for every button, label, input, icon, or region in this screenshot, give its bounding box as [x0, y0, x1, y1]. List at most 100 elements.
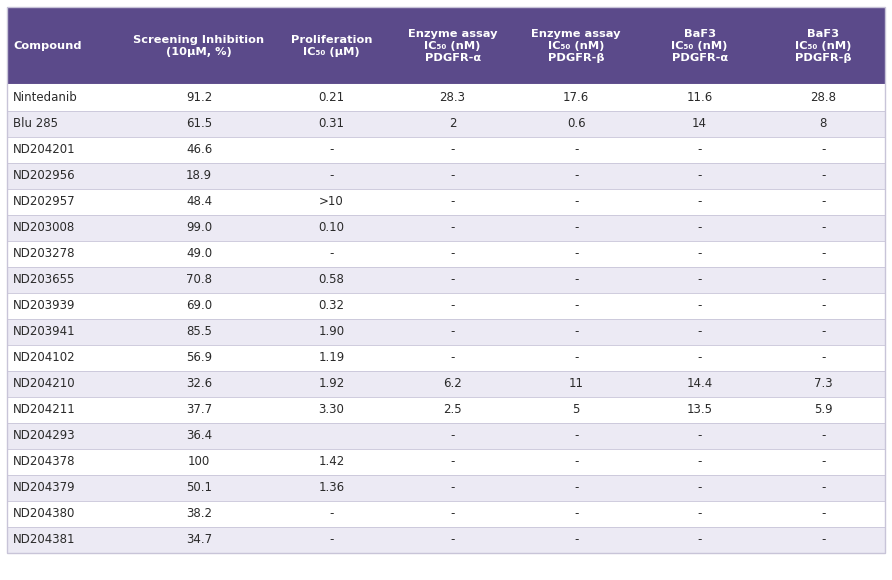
Text: 34.7: 34.7: [186, 534, 212, 546]
Text: -: -: [450, 273, 455, 287]
Text: -: -: [574, 195, 578, 208]
Bar: [7, 527, 885, 553]
Text: 7.3: 7.3: [814, 378, 832, 390]
Bar: [7, 423, 885, 449]
Text: -: -: [574, 351, 578, 364]
Text: ND202956: ND202956: [13, 169, 76, 183]
Text: 1.90: 1.90: [318, 325, 344, 339]
Text: -: -: [821, 351, 825, 364]
Text: Screening Inhibition
(10μM, %): Screening Inhibition (10μM, %): [134, 35, 265, 57]
Text: -: -: [450, 195, 455, 208]
Text: 11: 11: [568, 378, 583, 390]
Text: -: -: [574, 534, 578, 546]
Text: 48.4: 48.4: [186, 195, 212, 208]
Text: -: -: [698, 273, 702, 287]
Text: -: -: [698, 195, 702, 208]
Text: -: -: [450, 169, 455, 183]
Text: -: -: [821, 195, 825, 208]
Text: 85.5: 85.5: [186, 325, 212, 339]
Text: ND204211: ND204211: [13, 404, 76, 416]
Text: -: -: [821, 299, 825, 313]
Text: 8: 8: [820, 118, 827, 130]
Text: -: -: [821, 143, 825, 157]
Text: Enzyme assay
IC₅₀ (nM)
PDGFR-β: Enzyme assay IC₅₀ (nM) PDGFR-β: [532, 29, 621, 63]
Text: -: -: [698, 455, 702, 469]
Text: Nintedanib: Nintedanib: [13, 92, 78, 104]
Text: ND204201: ND204201: [13, 143, 76, 157]
Text: 11.6: 11.6: [687, 92, 713, 104]
Text: 37.7: 37.7: [186, 404, 212, 416]
Text: -: -: [574, 455, 578, 469]
Text: -: -: [574, 299, 578, 313]
Text: Proliferation
IC₅₀ (μM): Proliferation IC₅₀ (μM): [291, 35, 372, 57]
Text: 0.31: 0.31: [318, 118, 344, 130]
Text: ND204380: ND204380: [13, 508, 76, 520]
Text: 46.6: 46.6: [186, 143, 212, 157]
Bar: [7, 241, 885, 267]
Text: -: -: [574, 248, 578, 260]
Text: 14.4: 14.4: [687, 378, 713, 390]
Text: -: -: [574, 143, 578, 157]
Text: 56.9: 56.9: [186, 351, 212, 364]
Text: -: -: [450, 481, 455, 495]
Text: -: -: [574, 481, 578, 495]
Bar: [7, 85, 885, 111]
Text: 0.32: 0.32: [318, 299, 344, 313]
Text: -: -: [450, 429, 455, 443]
Text: -: -: [698, 143, 702, 157]
Text: ND204378: ND204378: [13, 455, 76, 469]
Bar: [7, 345, 885, 371]
Text: ND203941: ND203941: [13, 325, 76, 339]
Text: -: -: [574, 325, 578, 339]
Text: -: -: [450, 143, 455, 157]
Text: ND203008: ND203008: [13, 222, 76, 234]
Text: -: -: [329, 169, 334, 183]
Text: 1.42: 1.42: [318, 455, 344, 469]
Text: -: -: [450, 325, 455, 339]
Text: 32.6: 32.6: [186, 378, 212, 390]
Text: 13.5: 13.5: [687, 404, 713, 416]
Text: -: -: [574, 429, 578, 443]
Text: -: -: [698, 508, 702, 520]
Bar: [7, 267, 885, 293]
Text: 5: 5: [573, 404, 580, 416]
Text: -: -: [329, 508, 334, 520]
Text: -: -: [698, 325, 702, 339]
Text: 17.6: 17.6: [563, 92, 590, 104]
Text: 2.5: 2.5: [443, 404, 462, 416]
Text: ND202957: ND202957: [13, 195, 76, 208]
Text: 6.2: 6.2: [443, 378, 462, 390]
Text: -: -: [450, 534, 455, 546]
Bar: [7, 371, 885, 397]
Text: -: -: [821, 325, 825, 339]
Text: -: -: [821, 222, 825, 234]
Text: 1.19: 1.19: [318, 351, 344, 364]
Text: 3.30: 3.30: [318, 404, 344, 416]
Text: 36.4: 36.4: [186, 429, 212, 443]
Text: 0.21: 0.21: [318, 92, 344, 104]
Text: Compound: Compound: [13, 41, 82, 51]
Text: -: -: [698, 351, 702, 364]
Text: Enzyme assay
IC₅₀ (nM)
PDGFR-α: Enzyme assay IC₅₀ (nM) PDGFR-α: [408, 29, 498, 63]
Bar: [7, 475, 885, 501]
Text: 28.3: 28.3: [440, 92, 466, 104]
Text: 100: 100: [188, 455, 211, 469]
Text: ND204102: ND204102: [13, 351, 76, 364]
Text: -: -: [698, 481, 702, 495]
Text: 28.8: 28.8: [810, 92, 836, 104]
Text: ND204381: ND204381: [13, 534, 76, 546]
Text: -: -: [329, 143, 334, 157]
Text: 0.6: 0.6: [566, 118, 585, 130]
Text: 0.10: 0.10: [318, 222, 344, 234]
Text: -: -: [329, 248, 334, 260]
Bar: [7, 397, 885, 423]
Text: 1.36: 1.36: [318, 481, 344, 495]
Text: -: -: [450, 222, 455, 234]
Bar: [7, 189, 885, 215]
Text: 14: 14: [692, 118, 707, 130]
Bar: [7, 111, 885, 137]
Text: -: -: [821, 534, 825, 546]
Bar: [7, 449, 885, 475]
Text: -: -: [450, 508, 455, 520]
Bar: [7, 501, 885, 527]
